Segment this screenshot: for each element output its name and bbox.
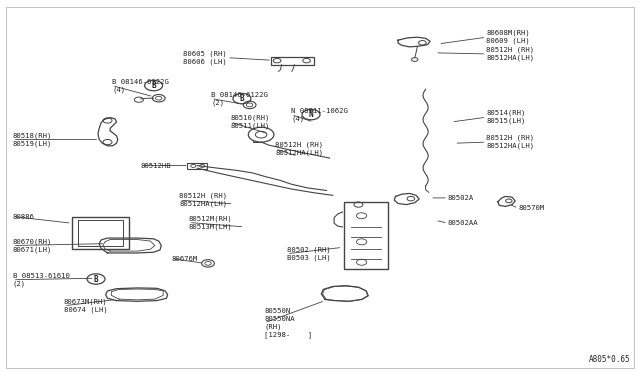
Bar: [78, 220, 123, 246]
Text: 80502A: 80502A: [448, 195, 474, 201]
Text: 80608M(RH)
80609 (LH): 80608M(RH) 80609 (LH): [486, 30, 530, 44]
Bar: [72, 217, 129, 249]
Text: 80514(RH)
80515(LH): 80514(RH) 80515(LH): [486, 110, 526, 124]
Text: 80502 (RH)
B0503 (LH): 80502 (RH) B0503 (LH): [287, 247, 330, 261]
Text: 80512H (RH)
80512HA(LH): 80512H (RH) 80512HA(LH): [179, 193, 227, 207]
Text: 80605 (RH)
80606 (LH): 80605 (RH) 80606 (LH): [184, 51, 227, 65]
Text: 80886: 80886: [13, 214, 35, 219]
Text: 80670(RH)
80671(LH): 80670(RH) 80671(LH): [13, 238, 52, 253]
Text: 80518(RH)
80519(LH): 80518(RH) 80519(LH): [13, 132, 52, 147]
Text: 80550N
80550NA
(RH)
[1298-    ]: 80550N 80550NA (RH) [1298- ]: [264, 308, 312, 338]
Text: 80673M(RH)
80674 (LH): 80673M(RH) 80674 (LH): [64, 299, 108, 313]
Text: B: B: [151, 81, 156, 90]
Text: 80512H (RH)
80512HA(LH): 80512H (RH) 80512HA(LH): [486, 135, 534, 149]
Bar: [271, 57, 314, 65]
Text: N: N: [308, 110, 314, 119]
Text: 80676M: 80676M: [172, 256, 198, 262]
Text: B 08513-61610
(2): B 08513-61610 (2): [13, 273, 70, 287]
Text: 80510(RH)
80511(LH): 80510(RH) 80511(LH): [230, 115, 270, 129]
Text: A805*0.65: A805*0.65: [589, 355, 630, 364]
Text: 80512HB: 80512HB: [141, 163, 172, 169]
Text: B 08146-6122G
(4): B 08146-6122G (4): [112, 78, 169, 93]
Bar: [344, 202, 388, 269]
Text: 80502AA: 80502AA: [448, 220, 479, 226]
Text: B 08146-6122G
(2): B 08146-6122G (2): [211, 92, 268, 106]
Text: 80570M: 80570M: [518, 205, 545, 211]
Bar: [187, 163, 207, 169]
Text: B: B: [93, 275, 99, 283]
Text: N 08911-1062G
(4): N 08911-1062G (4): [291, 108, 348, 122]
Text: 80512M(RH)
80513M(LH): 80512M(RH) 80513M(LH): [189, 215, 232, 230]
Text: 80512H (RH)
80512HA(LH): 80512H (RH) 80512HA(LH): [486, 47, 534, 61]
Text: 80512H (RH)
80512HA(LH): 80512H (RH) 80512HA(LH): [275, 142, 323, 156]
Text: B: B: [239, 94, 244, 103]
